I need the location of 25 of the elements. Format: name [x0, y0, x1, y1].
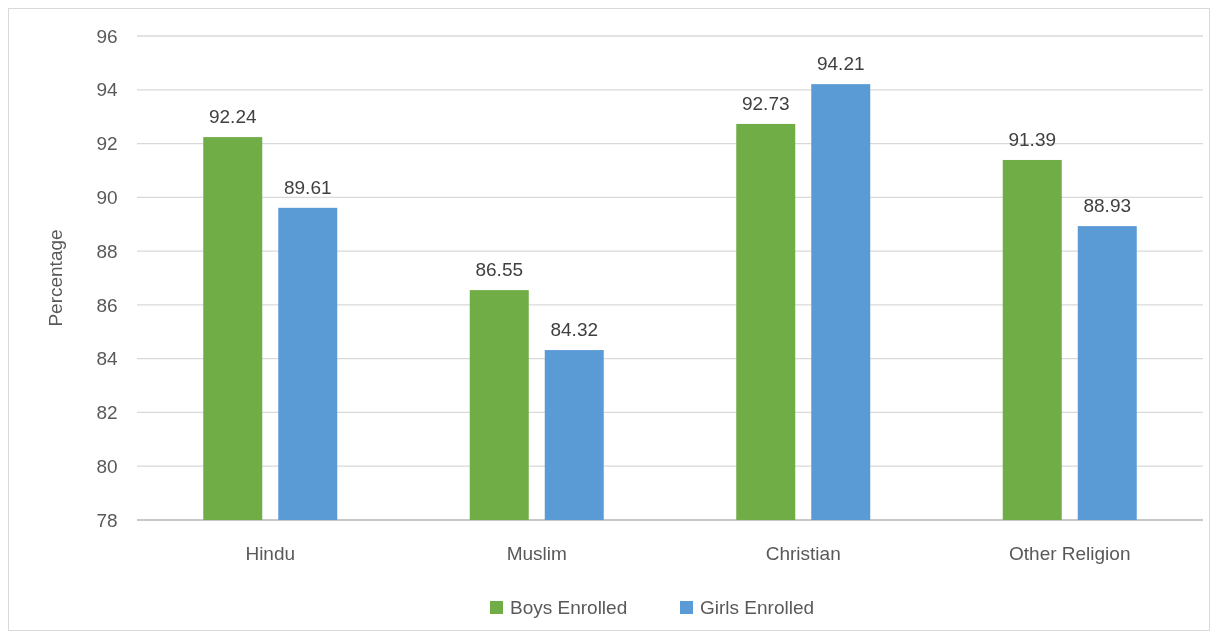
data-label: 92.24: [208, 106, 257, 128]
y-tick-label: 94: [96, 79, 118, 101]
data-label: 86.55: [475, 259, 524, 281]
y-tick-label: 84: [96, 348, 118, 370]
y-tick-label: 86: [96, 294, 118, 316]
x-tick-label: Other Religion: [1009, 543, 1131, 564]
x-tick-label: Muslim: [506, 543, 567, 564]
data-label: 94.21: [816, 53, 865, 75]
legend-label: Girls Enrolled: [700, 597, 815, 619]
y-tick-label: 92: [96, 133, 118, 155]
y-tick-label: 78: [96, 509, 118, 531]
data-label: 92.73: [741, 92, 790, 114]
data-label: 91.39: [1008, 128, 1057, 150]
legend-label: Boys Enrolled: [510, 597, 628, 619]
y-tick-label: 88: [96, 240, 118, 262]
x-tick-label: Christian: [765, 543, 841, 564]
y-axis-title: Percentage: [45, 229, 66, 327]
y-tick-label: 82: [96, 402, 118, 424]
x-tick-label: Hindu: [245, 543, 296, 564]
y-tick-label: 90: [96, 186, 118, 208]
y-tick-label: 80: [96, 455, 118, 477]
data-label: 89.61: [283, 176, 332, 198]
data-label: 84.32: [550, 319, 599, 341]
data-label: 88.93: [1083, 195, 1132, 217]
y-tick-label: 96: [96, 25, 118, 47]
